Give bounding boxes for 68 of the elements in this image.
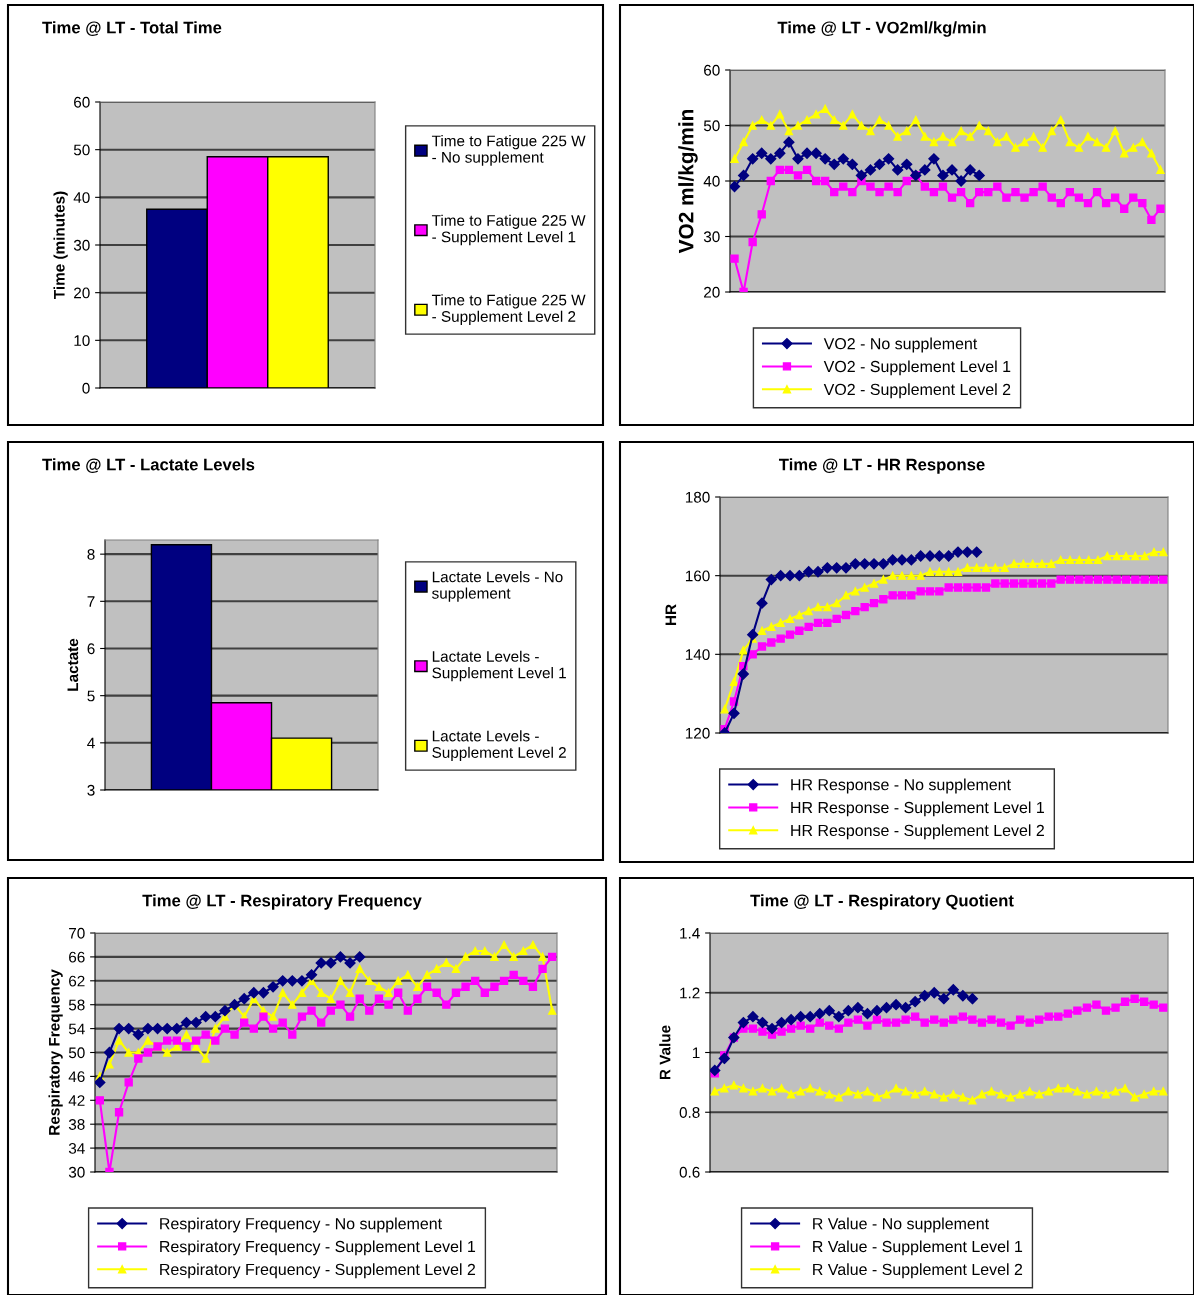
chart-title: Time @ LT - Total Time <box>42 21 222 36</box>
y-tick-label: 20 <box>704 286 720 298</box>
y-tick-label: 0.6 <box>679 1166 700 1178</box>
y-axis-title: Time (minutes) <box>53 191 68 300</box>
y-tick-label: 30 <box>703 231 720 243</box>
y-tick-label: 40 <box>703 175 720 187</box>
y-tick-label: 7 <box>87 596 95 607</box>
legend-label: Lactate Levels - No supplement <box>432 571 563 602</box>
chart-title: Time @ LT - VO2ml/kg/min <box>777 21 986 37</box>
legend-label: Respiratory Frequency - Supplement Level 2 <box>160 1263 476 1279</box>
y-tick-label: 40 <box>73 192 90 204</box>
y-axis-title: R Value <box>659 1025 671 1080</box>
legend-label: Time to Fatigue 225 W - No supplement <box>431 135 586 166</box>
y-tick-label: 50 <box>703 120 720 132</box>
legend-label: R Value - Supplement Level 1 <box>813 1240 1023 1256</box>
y-axis-title: Respiratory Frequency <box>48 969 63 1135</box>
y-tick-label: 1 <box>692 1047 700 1059</box>
legend-label: R Value - Supplement Level 2 <box>813 1263 1023 1279</box>
legend-label: Time to Fatigue 225 W - Supplement Level 1 <box>431 214 586 246</box>
chart-title: Time @ LT - Lactate Levels <box>42 458 255 473</box>
legend-label: Time to Fatigue 225 W - Supplement Level 2 <box>431 294 586 325</box>
y-tick-label: 46 <box>68 1071 85 1083</box>
y-tick-label: 8 <box>87 549 95 560</box>
y-tick-label: 180 <box>685 491 710 503</box>
y-tick-label: 34 <box>68 1142 85 1154</box>
y-tick-label: 5 <box>87 690 95 702</box>
y-tick-label: 50 <box>68 1047 85 1059</box>
legend-label: VO2 - Supplement Level 2 <box>823 383 1011 399</box>
legend-label: Lactate Levels - Supplement Level 2 <box>432 730 566 761</box>
legend-label: HR Response - No supplement <box>791 778 1011 794</box>
y-tick-label: 30 <box>73 239 90 251</box>
legend-label: VO2 - Supplement Level 1 <box>823 360 1011 376</box>
y-tick-label: 20 <box>74 287 90 299</box>
y-tick-label: 160 <box>685 570 710 582</box>
y-tick-label: 66 <box>69 951 85 963</box>
y-tick-label: 54 <box>68 1023 85 1035</box>
y-tick-label: 38 <box>68 1119 85 1130</box>
legend-label: HR Response - Supplement Level 2 <box>791 824 1044 840</box>
y-axis-title: Lactate <box>67 638 79 691</box>
y-tick-label: 0 <box>82 382 90 394</box>
legend-label: R Value - No supplement <box>813 1217 989 1233</box>
y-tick-label: 50 <box>73 144 90 156</box>
y-tick-label: 70 <box>69 927 85 939</box>
y-tick-label: 3 <box>87 784 95 796</box>
legend-label: VO2 - No supplement <box>823 337 978 353</box>
y-tick-label: 42 <box>68 1095 85 1106</box>
y-tick-label: 62 <box>69 975 85 987</box>
legend-label: HR Response - Supplement Level 1 <box>791 801 1044 817</box>
y-tick-label: 60 <box>704 64 720 76</box>
chart-title: Time @ LT - Respiratory Quotient <box>750 894 1014 910</box>
y-tick-label: 30 <box>68 1166 85 1178</box>
y-axis-title: VO2 ml/kg/min <box>678 109 698 254</box>
chart-title: Time @ LT - Respiratory Frequency <box>142 894 422 910</box>
legend-label: Respiratory Frequency - Supplement Level 1 <box>160 1240 476 1256</box>
y-tick-label: 10 <box>74 335 90 347</box>
y-tick-label: 120 <box>685 727 710 739</box>
y-tick-label: 6 <box>87 643 95 655</box>
y-tick-label: 140 <box>685 649 710 661</box>
legend-label: Lactate Levels - Supplement Level 1 <box>432 650 566 682</box>
y-tick-label: 58 <box>68 999 85 1011</box>
y-tick-label: 60 <box>74 96 90 108</box>
y-axis-title: HR <box>665 604 677 626</box>
y-tick-label: 1.4 <box>680 928 700 939</box>
chart-title: Time @ LT - HR Response <box>778 458 985 474</box>
y-tick-label: 0.8 <box>679 1107 700 1118</box>
y-tick-label: 1.2 <box>680 987 700 999</box>
y-tick-label: 4 <box>87 737 95 749</box>
legend-label: Respiratory Frequency - No supplement <box>160 1217 442 1233</box>
